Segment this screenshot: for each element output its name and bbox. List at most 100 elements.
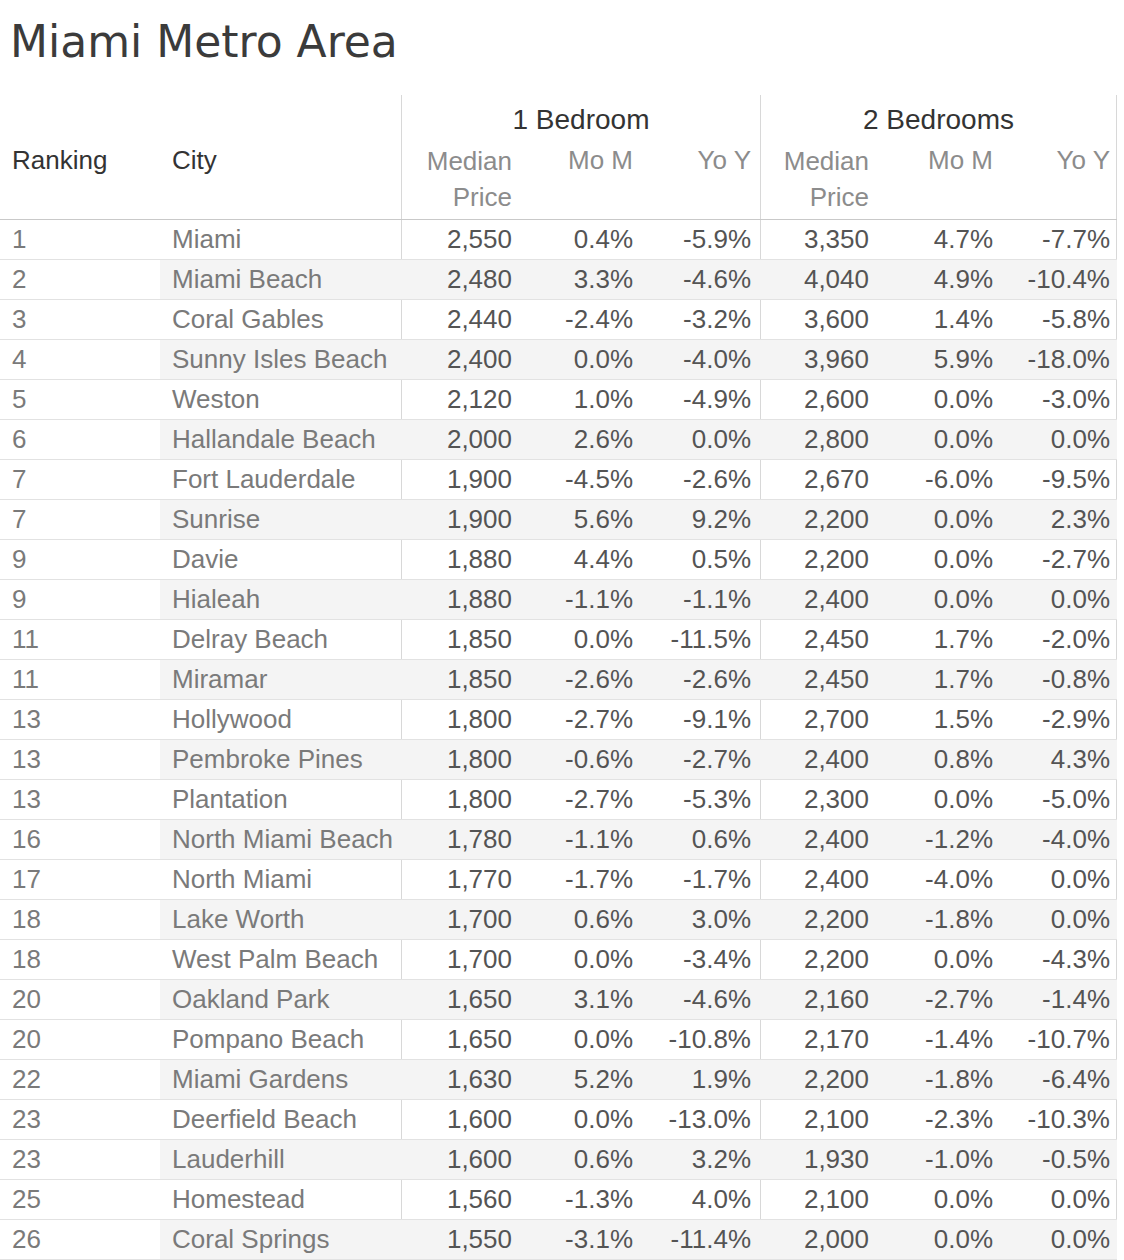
column-header-2br-median-price: Median Price	[761, 143, 880, 215]
cell-2br-yoy: -0.5%	[1003, 1140, 1117, 1179]
cell-1br-yoy: 0.0%	[643, 420, 761, 459]
ranking-cell: 20	[0, 1020, 160, 1059]
cell-1br-mom: -1.7%	[522, 860, 643, 899]
ranking-cell: 23	[0, 1100, 160, 1139]
cell-1br-mom: -2.7%	[522, 780, 643, 819]
cell-2br-mom: -6.0%	[880, 460, 1003, 499]
table-row: 16North Miami Beach1,780-1.1%0.6%2,400-1…	[0, 820, 1117, 860]
city-cell: Coral Gables	[160, 300, 401, 339]
cell-2br-yoy: -4.3%	[1003, 940, 1117, 979]
column-header-1br-yoy: Yo Y	[643, 143, 761, 215]
cell-1br-median-price: 1,900	[401, 460, 522, 499]
cell-1br-yoy: -4.6%	[643, 260, 761, 299]
table-row: 18West Palm Beach1,7000.0%-3.4%2,2000.0%…	[0, 940, 1117, 980]
ranking-cell: 23	[0, 1140, 160, 1179]
cell-1br-mom: 0.0%	[522, 940, 643, 979]
cell-1br-yoy: 1.9%	[643, 1060, 761, 1099]
cell-2br-mom: 0.0%	[880, 380, 1003, 419]
cell-1br-yoy: -9.1%	[643, 700, 761, 739]
cell-1br-mom: 0.4%	[522, 220, 643, 259]
cell-1br-yoy: -1.1%	[643, 580, 761, 619]
cell-1br-yoy: -4.0%	[643, 340, 761, 379]
cell-1br-mom: -2.7%	[522, 700, 643, 739]
cell-2br-median-price: 2,450	[761, 660, 880, 699]
cell-2br-mom: -1.2%	[880, 820, 1003, 859]
table-row: 5Weston2,1201.0%-4.9%2,6000.0%-3.0%	[0, 380, 1117, 420]
cell-2br-median-price: 3,350	[761, 220, 880, 259]
table-header: 1 Bedroom 2 Bedrooms Ranking City Median…	[0, 95, 1117, 220]
table-row: 6Hallandale Beach2,0002.6%0.0%2,8000.0%0…	[0, 420, 1117, 460]
column-header-2br-yoy: Yo Y	[1003, 143, 1117, 215]
ranking-cell: 18	[0, 900, 160, 939]
cell-1br-yoy: -3.4%	[643, 940, 761, 979]
city-cell: Lake Worth	[160, 900, 401, 939]
cell-2br-median-price: 2,200	[761, 1060, 880, 1099]
cell-1br-median-price: 1,800	[401, 700, 522, 739]
ranking-cell: 11	[0, 660, 160, 699]
cell-1br-median-price: 1,600	[401, 1140, 522, 1179]
cell-2br-mom: -1.0%	[880, 1140, 1003, 1179]
cell-2br-yoy: -3.0%	[1003, 380, 1117, 419]
cell-1br-median-price: 1,850	[401, 660, 522, 699]
table-row: 23Lauderhill1,6000.6%3.2%1,930-1.0%-0.5%	[0, 1140, 1117, 1180]
table-row: 11Delray Beach1,8500.0%-11.5%2,4501.7%-2…	[0, 620, 1117, 660]
cell-2br-yoy: 0.0%	[1003, 900, 1117, 939]
table-row: 13Plantation1,800-2.7%-5.3%2,3000.0%-5.0…	[0, 780, 1117, 820]
cell-2br-mom: 4.9%	[880, 260, 1003, 299]
cell-2br-mom: -1.8%	[880, 900, 1003, 939]
cell-1br-mom: 2.6%	[522, 420, 643, 459]
ranking-cell: 7	[0, 500, 160, 539]
cell-1br-median-price: 1,780	[401, 820, 522, 859]
cell-2br-yoy: -6.4%	[1003, 1060, 1117, 1099]
cell-1br-yoy: 9.2%	[643, 500, 761, 539]
city-cell: Miami Beach	[160, 260, 401, 299]
city-cell: Hollywood	[160, 700, 401, 739]
city-cell: Oakland Park	[160, 980, 401, 1019]
table-row: 17North Miami1,770-1.7%-1.7%2,400-4.0%0.…	[0, 860, 1117, 900]
cell-2br-yoy: 0.0%	[1003, 860, 1117, 899]
table-row: 11Miramar1,850-2.6%-2.6%2,4501.7%-0.8%	[0, 660, 1117, 700]
cell-1br-mom: 3.1%	[522, 980, 643, 1019]
cell-1br-yoy: -5.9%	[643, 220, 761, 259]
city-cell: North Miami Beach	[160, 820, 401, 859]
ranking-cell: 25	[0, 1180, 160, 1219]
cell-1br-mom: 0.0%	[522, 1100, 643, 1139]
cell-2br-yoy: 2.3%	[1003, 500, 1117, 539]
ranking-cell: 9	[0, 540, 160, 579]
cell-2br-mom: 1.4%	[880, 300, 1003, 339]
table-row: 25Homestead1,560-1.3%4.0%2,1000.0%0.0%	[0, 1180, 1117, 1220]
cell-2br-mom: 5.9%	[880, 340, 1003, 379]
cell-2br-median-price: 2,800	[761, 420, 880, 459]
city-cell: Hallandale Beach	[160, 420, 401, 459]
ranking-cell: 22	[0, 1060, 160, 1099]
table-body: 1Miami2,5500.4%-5.9%3,3504.7%-7.7%2Miami…	[0, 220, 1117, 1260]
cell-2br-median-price: 2,450	[761, 620, 880, 659]
table-row: 18Lake Worth1,7000.6%3.0%2,200-1.8%0.0%	[0, 900, 1117, 940]
cell-2br-median-price: 2,400	[761, 860, 880, 899]
cell-2br-mom: -4.0%	[880, 860, 1003, 899]
ranking-cell: 20	[0, 980, 160, 1019]
cell-1br-yoy: -2.6%	[643, 660, 761, 699]
cell-1br-yoy: -3.2%	[643, 300, 761, 339]
cell-2br-median-price: 2,200	[761, 540, 880, 579]
cell-1br-yoy: -2.7%	[643, 740, 761, 779]
cell-1br-median-price: 1,850	[401, 620, 522, 659]
city-cell: West Palm Beach	[160, 940, 401, 979]
column-header-1br-median-price: Median Price	[401, 143, 522, 215]
table-row: 7Sunrise1,9005.6%9.2%2,2000.0%2.3%	[0, 500, 1117, 540]
cell-2br-mom: 0.0%	[880, 1180, 1003, 1219]
cell-2br-yoy: -1.4%	[1003, 980, 1117, 1019]
cell-1br-median-price: 1,800	[401, 740, 522, 779]
ranking-cell: 9	[0, 580, 160, 619]
cell-1br-median-price: 1,650	[401, 1020, 522, 1059]
cell-1br-median-price: 2,400	[401, 340, 522, 379]
cell-1br-median-price: 1,650	[401, 980, 522, 1019]
cell-2br-yoy: -10.4%	[1003, 260, 1117, 299]
cell-1br-mom: -4.5%	[522, 460, 643, 499]
ranking-cell: 16	[0, 820, 160, 859]
city-cell: Delray Beach	[160, 620, 401, 659]
cell-1br-mom: -1.3%	[522, 1180, 643, 1219]
city-cell: North Miami	[160, 860, 401, 899]
cell-2br-mom: 0.0%	[880, 580, 1003, 619]
cell-2br-median-price: 2,670	[761, 460, 880, 499]
